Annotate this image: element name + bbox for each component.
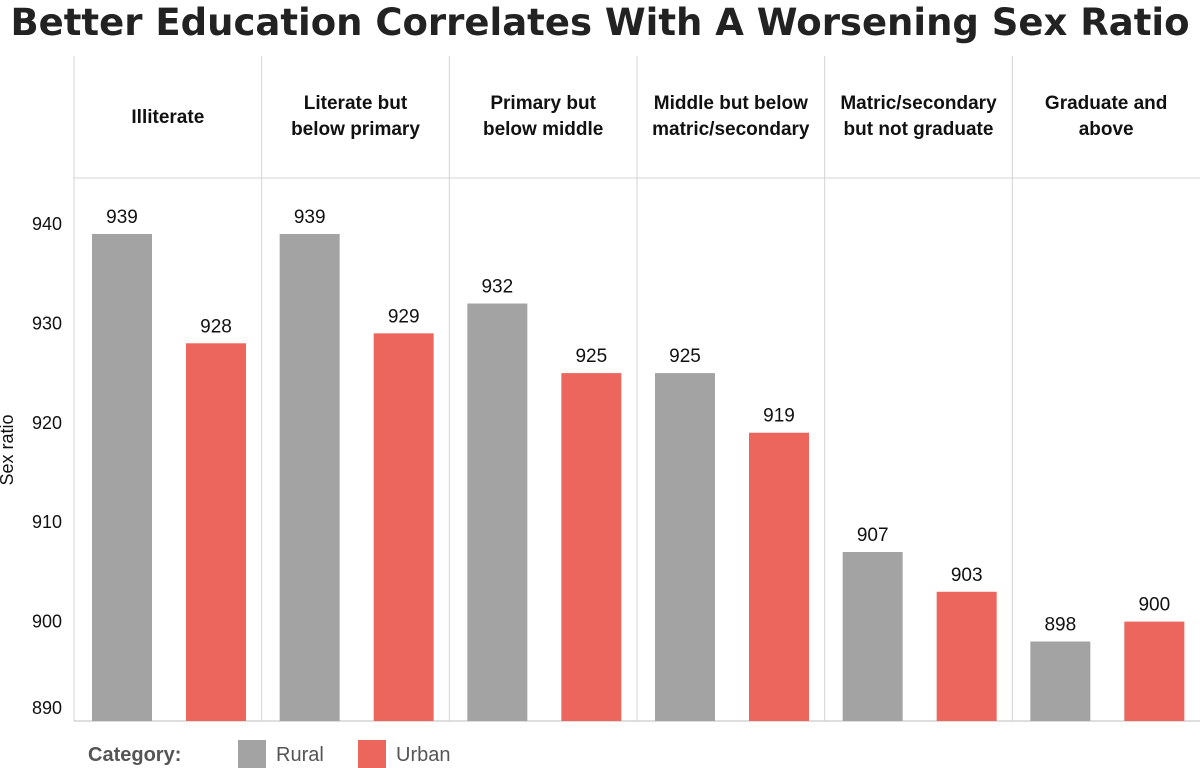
data-label: 932 bbox=[481, 277, 513, 298]
category-label-line: below middle bbox=[483, 119, 603, 140]
data-label: 898 bbox=[1044, 614, 1076, 635]
category-label-line: Middle but below bbox=[654, 93, 808, 114]
category-headers: Illiterate Literate but below primary Prima… bbox=[131, 93, 1167, 140]
bar-urban bbox=[186, 343, 246, 721]
data-label: 939 bbox=[294, 207, 326, 228]
data-label: 925 bbox=[669, 346, 701, 367]
chart-title: Better Education Correlates With A Worse… bbox=[10, 1, 1190, 44]
bar-rural bbox=[655, 373, 715, 721]
data-label: 907 bbox=[857, 525, 889, 546]
category-label-line: Illiterate bbox=[131, 107, 204, 128]
category-label: Illiterate bbox=[131, 107, 204, 128]
bars bbox=[92, 233, 1185, 721]
category-label: Literate but below primary bbox=[291, 93, 420, 140]
grid-layer bbox=[73, 56, 1200, 722]
category-label-line: Primary but bbox=[490, 93, 596, 114]
bar-urban bbox=[1124, 621, 1185, 721]
category-label-line: but not graduate bbox=[844, 119, 994, 140]
y-tick-label: 910 bbox=[32, 512, 62, 532]
y-tick-label: 900 bbox=[32, 612, 62, 632]
y-tick-label: 890 bbox=[32, 698, 62, 718]
category-label: Middle but below matric/secondary bbox=[652, 93, 810, 140]
bar-rural bbox=[279, 233, 340, 721]
bar-rural bbox=[467, 303, 528, 721]
category-label-line: Graduate and bbox=[1045, 93, 1167, 114]
data-label: 919 bbox=[763, 406, 795, 427]
bar-urban bbox=[936, 591, 997, 721]
bar-urban bbox=[373, 333, 434, 721]
bar-rural bbox=[1030, 641, 1091, 721]
category-label-line: above bbox=[1079, 119, 1134, 140]
y-tick-label: 930 bbox=[32, 313, 62, 333]
data-label: 903 bbox=[951, 565, 983, 586]
legend-swatch-rural bbox=[238, 740, 266, 768]
data-label: 900 bbox=[1138, 595, 1170, 616]
category-label-line: Literate but bbox=[304, 93, 408, 114]
bar-urban bbox=[561, 373, 622, 721]
data-labels: 939 928 939 929 932 925 925 919 907 903 898 900 bbox=[106, 207, 1170, 636]
legend-title: Category: bbox=[88, 744, 181, 766]
bar-rural bbox=[92, 233, 152, 721]
category-label: Matric/secondary but not graduate bbox=[840, 93, 997, 140]
y-axis: 890 900 910 920 930 940 Sex ratio bbox=[0, 214, 62, 718]
legend-swatch-urban bbox=[358, 740, 386, 768]
legend-label-rural: Rural bbox=[276, 744, 324, 766]
y-axis-title: Sex ratio bbox=[0, 414, 17, 485]
data-label: 929 bbox=[388, 306, 420, 327]
category-label: Graduate and above bbox=[1045, 93, 1167, 140]
legend: Category: Rural Urban bbox=[88, 740, 450, 768]
category-label-line: matric/secondary bbox=[652, 119, 810, 140]
data-label: 939 bbox=[106, 207, 138, 228]
data-label: 928 bbox=[200, 316, 232, 337]
y-tick-label: 940 bbox=[32, 214, 62, 234]
y-tick-label: 920 bbox=[32, 413, 62, 433]
category-label-line: Matric/secondary bbox=[840, 93, 997, 114]
category-label: Primary but below middle bbox=[483, 93, 603, 140]
data-label: 925 bbox=[575, 346, 607, 367]
bar-rural bbox=[842, 552, 903, 721]
bar-urban bbox=[749, 432, 809, 721]
legend-label-urban: Urban bbox=[396, 744, 450, 766]
category-label-line: below primary bbox=[291, 119, 420, 140]
